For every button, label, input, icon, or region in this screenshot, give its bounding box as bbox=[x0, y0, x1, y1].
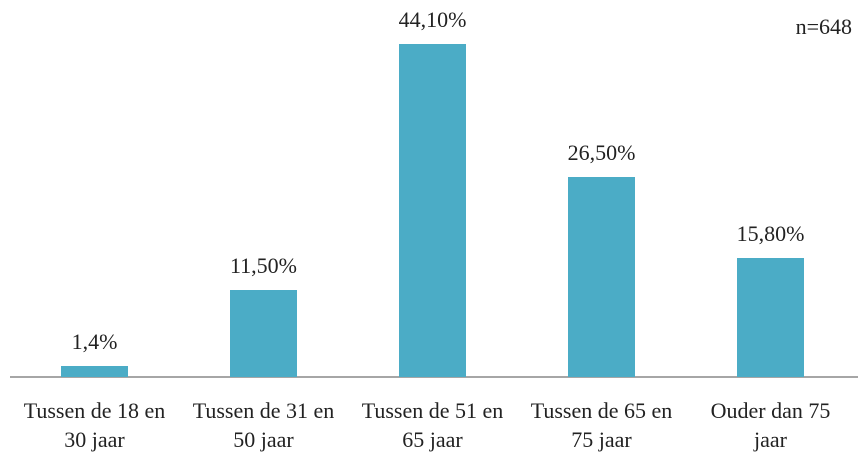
bar bbox=[399, 44, 466, 377]
x-tick-label: Ouder dan 75 jaar bbox=[710, 398, 831, 452]
bar bbox=[230, 290, 297, 377]
x-tick-label: Tussen de 18 en 30 jaar bbox=[23, 398, 166, 452]
baseline bbox=[10, 376, 858, 378]
value-label: 44,10% bbox=[398, 7, 467, 33]
bar bbox=[61, 366, 128, 377]
sample-size: n=648 bbox=[795, 14, 852, 39]
x-tick-label: Tussen de 31 en 50 jaar bbox=[192, 398, 335, 452]
bar bbox=[568, 176, 635, 377]
x-tick-label: Tussen de 51 en 65 jaar bbox=[361, 398, 504, 452]
value-label: 15,80% bbox=[736, 220, 805, 246]
value-label: 11,50% bbox=[229, 253, 297, 279]
value-label: 26,50% bbox=[567, 139, 636, 165]
x-tick-label: Tussen de 65 en 75 jaar bbox=[530, 398, 673, 452]
bar bbox=[737, 257, 804, 377]
value-label: 1,4% bbox=[71, 329, 118, 355]
